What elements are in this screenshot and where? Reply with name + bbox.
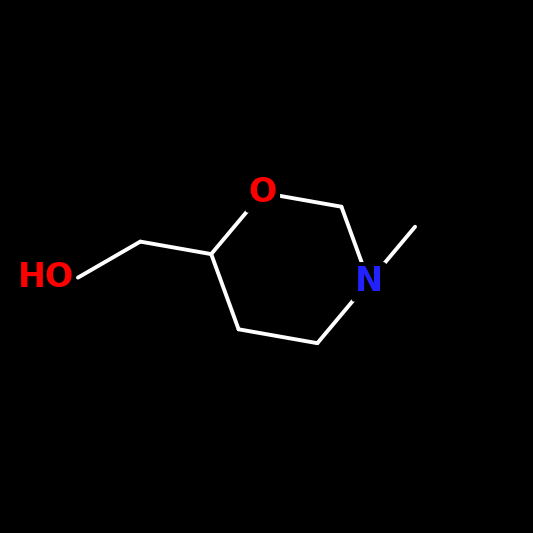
Text: O: O — [248, 176, 277, 209]
Text: HO: HO — [18, 261, 74, 294]
Text: N: N — [355, 265, 383, 298]
